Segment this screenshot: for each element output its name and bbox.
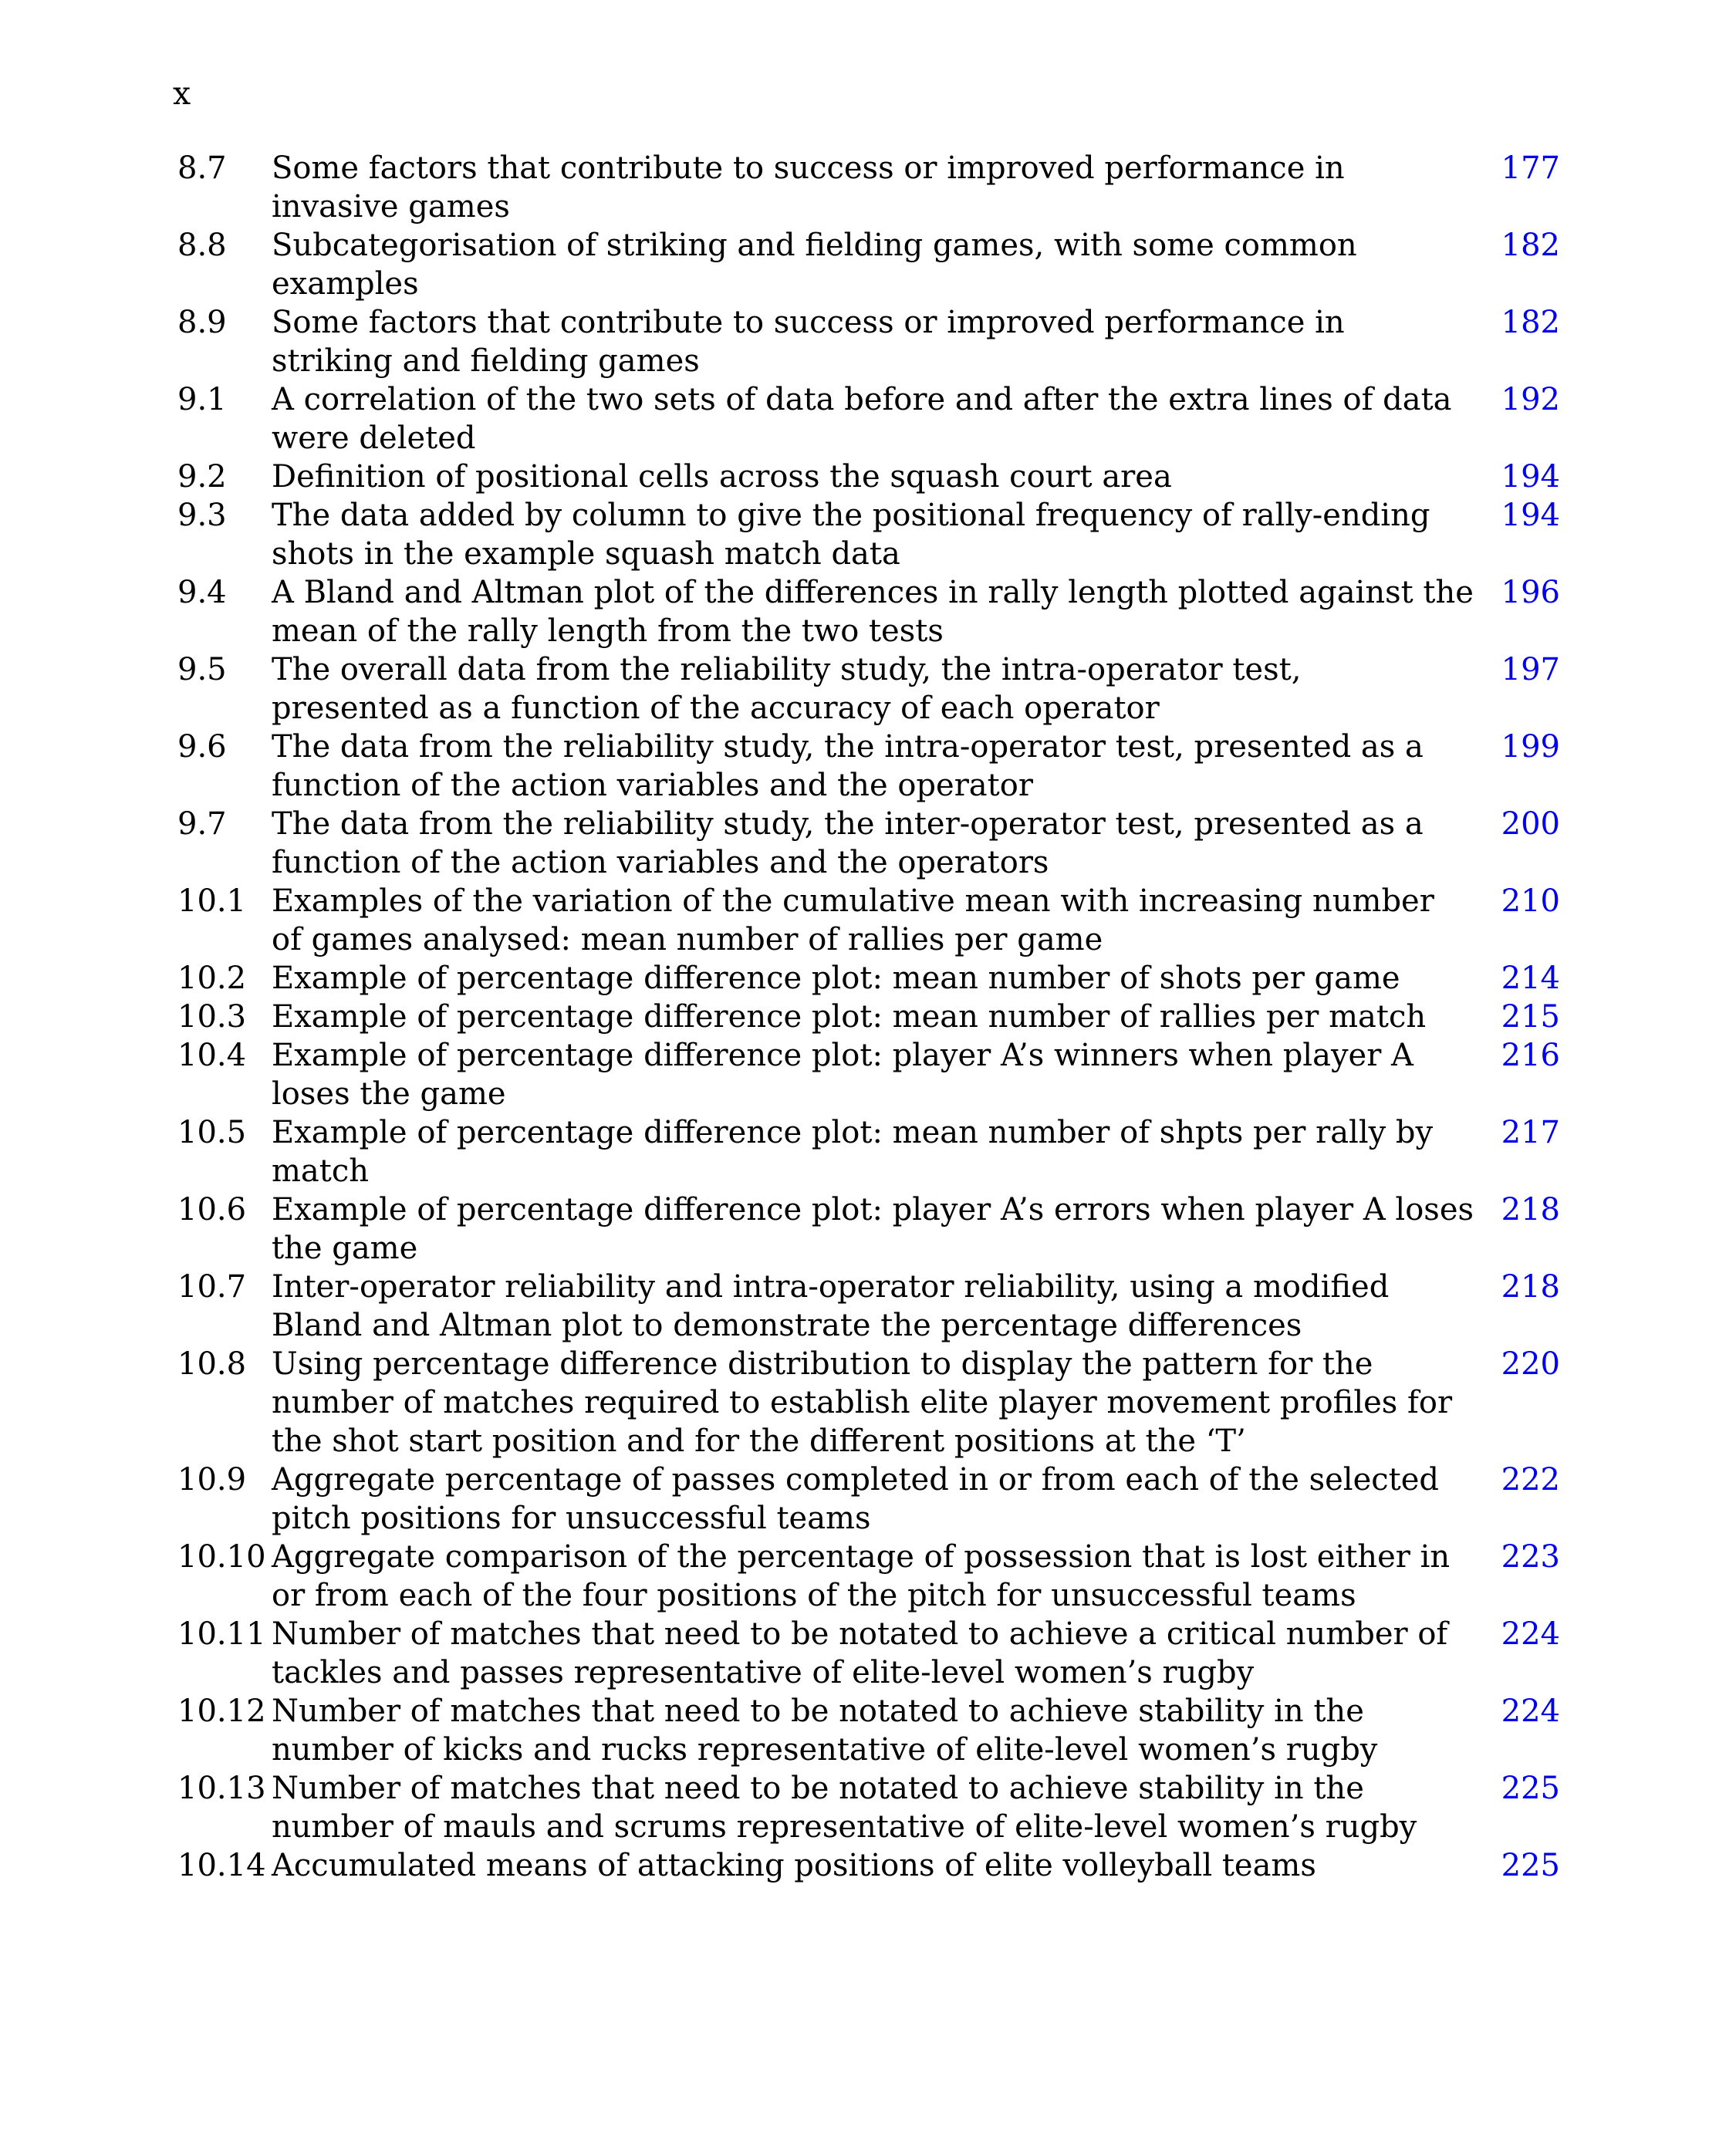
figure-page-link[interactable]: 218 — [1501, 1192, 1560, 1228]
figure-caption: A correlation of the two sets of data be… — [272, 382, 1452, 456]
figure-number: 10.4 — [177, 1038, 247, 1073]
figure-entry: 10.2 Example of percentage difference pl… — [177, 959, 1560, 998]
figure-page-link[interactable]: 216 — [1501, 1038, 1560, 1073]
figure-entry: 9.7 The data from the reliability study,… — [177, 805, 1560, 882]
figure-caption: Number of matches that need to be notate… — [272, 1771, 1417, 1845]
figure-entry: 10.14 Accumulated means of attacking pos… — [177, 1846, 1560, 1885]
figure-entry: 10.10 Aggregate comparison of the percen… — [177, 1538, 1560, 1615]
figure-number: 9.7 — [177, 806, 227, 842]
figure-number: 9.6 — [177, 729, 227, 765]
figure-page-link[interactable]: 224 — [1501, 1694, 1560, 1729]
page-number-corner: x — [173, 75, 191, 112]
figure-entry: 10.1 Examples of the variation of the cu… — [177, 882, 1560, 959]
figure-entry: 9.4 A Bland and Altman plot of the diffe… — [177, 573, 1560, 650]
figure-number: 10.3 — [177, 999, 247, 1035]
figure-number: 10.12 — [177, 1694, 266, 1729]
figure-entry: 10.7 Inter-operator reliability and intr… — [177, 1268, 1560, 1345]
figure-entry: 8.7 Some factors that contribute to succ… — [177, 149, 1560, 226]
figure-caption: Example of percentage difference plot: p… — [272, 1192, 1474, 1266]
figure-page-link[interactable]: 222 — [1501, 1462, 1560, 1498]
figure-page-link[interactable]: 220 — [1501, 1346, 1560, 1382]
figure-caption: Definition of positional cells across th… — [272, 459, 1172, 495]
figure-caption: Some factors that contribute to success … — [272, 150, 1345, 225]
figure-entry: 10.4 Example of percentage difference pl… — [177, 1036, 1560, 1113]
figure-page-link[interactable]: 182 — [1501, 305, 1560, 340]
figure-caption: A Bland and Altman plot of the differenc… — [272, 575, 1474, 649]
figure-caption: The overall data from the reliability st… — [272, 652, 1302, 726]
figure-page-link[interactable]: 200 — [1501, 806, 1560, 842]
figure-number: 8.9 — [177, 305, 227, 340]
figure-entry: 9.5 The overall data from the reliabilit… — [177, 650, 1560, 728]
figure-entry: 9.1 A correlation of the two sets of dat… — [177, 380, 1560, 458]
figure-caption: The data added by column to give the pos… — [272, 498, 1430, 572]
figure-page-link[interactable]: 223 — [1501, 1539, 1560, 1575]
figure-caption: The data from the reliability study, the… — [272, 729, 1424, 803]
figure-entry: 10.3 Example of percentage difference pl… — [177, 998, 1560, 1036]
figure-page-link[interactable]: 214 — [1501, 961, 1560, 996]
figure-entry: 10.12 Number of matches that need to be … — [177, 1692, 1560, 1769]
figure-caption: Subcategorisation of striking and fieldi… — [272, 228, 1357, 302]
figure-number: 9.2 — [177, 459, 227, 495]
figure-number: 10.13 — [177, 1771, 266, 1806]
figure-page-link[interactable]: 225 — [1501, 1848, 1560, 1883]
figure-caption: Example of percentage difference plot: p… — [272, 1038, 1413, 1112]
figure-page-link[interactable]: 218 — [1501, 1269, 1560, 1305]
figure-number: 10.8 — [177, 1346, 247, 1382]
figure-page-link[interactable]: 225 — [1501, 1771, 1560, 1806]
figure-page-link[interactable]: 224 — [1501, 1616, 1560, 1652]
figure-caption: Using percentage difference distribution… — [272, 1346, 1453, 1459]
figure-entry: 9.6 The data from the reliability study,… — [177, 728, 1560, 805]
figure-number: 10.11 — [177, 1616, 266, 1652]
figure-caption: Inter-operator reliability and intra-ope… — [272, 1269, 1390, 1343]
figure-caption: Examples of the variation of the cumulat… — [272, 883, 1434, 957]
figure-number: 10.7 — [177, 1269, 247, 1305]
figure-page-link[interactable]: 199 — [1501, 729, 1560, 765]
figure-entry: 10.8 Using percentage difference distrib… — [177, 1345, 1560, 1461]
figure-caption: Example of percentage difference plot: m… — [272, 1115, 1434, 1189]
figure-number: 9.4 — [177, 575, 227, 610]
figure-number: 10.9 — [177, 1462, 247, 1498]
list-of-figures: 8.7 Some factors that contribute to succ… — [177, 149, 1560, 1885]
figure-entry: 8.8 Subcategorisation of striking and fi… — [177, 226, 1560, 303]
figure-entry: 10.6 Example of percentage difference pl… — [177, 1190, 1560, 1268]
figure-caption: Number of matches that need to be notate… — [272, 1694, 1378, 1768]
figure-entry: 9.3 The data added by column to give the… — [177, 496, 1560, 573]
figure-page-link[interactable]: 196 — [1501, 575, 1560, 610]
figure-page-link[interactable]: 197 — [1501, 652, 1560, 687]
figure-caption: Some factors that contribute to success … — [272, 305, 1345, 379]
figure-page-link[interactable]: 192 — [1501, 382, 1560, 417]
figure-caption: Aggregate percentage of passes completed… — [272, 1462, 1440, 1536]
figure-caption: The data from the reliability study, the… — [272, 806, 1424, 880]
figure-page-link[interactable]: 217 — [1501, 1115, 1560, 1150]
figure-page-link[interactable]: 215 — [1501, 999, 1560, 1035]
figure-entry: 8.9 Some factors that contribute to succ… — [177, 303, 1560, 380]
figure-number: 9.3 — [177, 498, 227, 533]
figure-page-link[interactable]: 194 — [1501, 459, 1560, 495]
figure-caption: Example of percentage difference plot: m… — [272, 999, 1427, 1035]
figure-page-link[interactable]: 194 — [1501, 498, 1560, 533]
figure-number: 8.8 — [177, 228, 227, 263]
figure-number: 10.2 — [177, 961, 247, 996]
figure-page-link[interactable]: 177 — [1501, 150, 1560, 186]
figure-caption: Example of percentage difference plot: m… — [272, 961, 1400, 996]
figure-page-link[interactable]: 182 — [1501, 228, 1560, 263]
figure-number: 10.6 — [177, 1192, 247, 1228]
figure-entry: 10.9 Aggregate percentage of passes comp… — [177, 1461, 1560, 1538]
figure-entry: 10.5 Example of percentage difference pl… — [177, 1113, 1560, 1190]
figure-caption: Aggregate comparison of the percentage o… — [272, 1539, 1451, 1613]
figure-caption: Number of matches that need to be notate… — [272, 1616, 1448, 1690]
figure-number: 10.14 — [177, 1848, 266, 1883]
figure-page-link[interactable]: 210 — [1501, 883, 1560, 919]
figure-entry: 10.13 Number of matches that need to be … — [177, 1769, 1560, 1846]
figure-number: 10.5 — [177, 1115, 247, 1150]
figure-number: 9.1 — [177, 382, 227, 417]
figure-entry: 10.11 Number of matches that need to be … — [177, 1615, 1560, 1692]
figure-number: 10.1 — [177, 883, 247, 919]
figure-number: 9.5 — [177, 652, 227, 687]
figure-number: 8.7 — [177, 150, 227, 186]
figure-entry: 9.2 Definition of positional cells acros… — [177, 458, 1560, 496]
figure-number: 10.10 — [177, 1539, 266, 1575]
figure-caption: Accumulated means of attacking positions… — [272, 1848, 1316, 1883]
